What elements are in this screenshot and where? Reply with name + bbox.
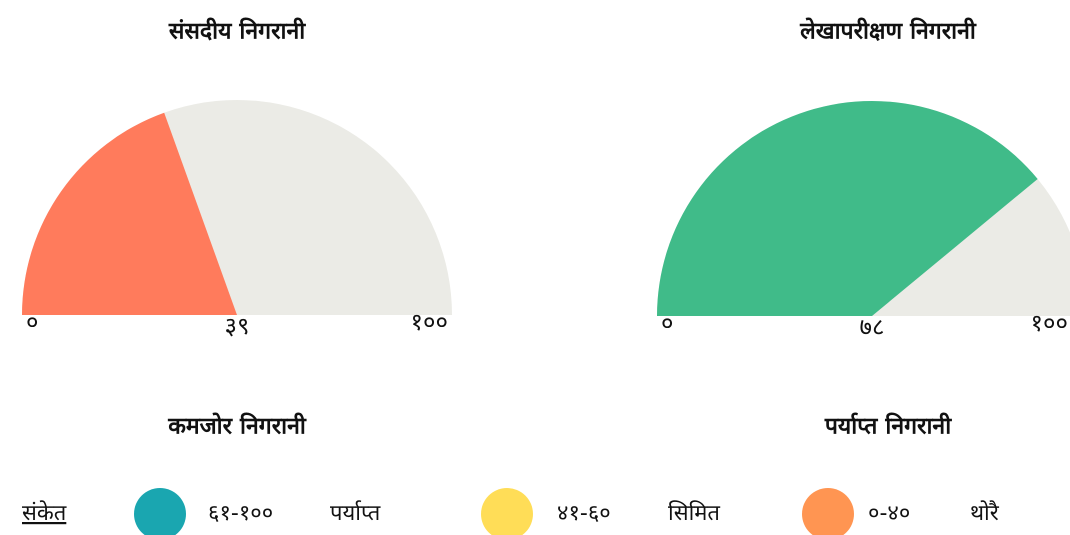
gauge-fill: [22, 112, 237, 315]
gauge-title: लेखापरीक्षण निगरानी: [799, 17, 977, 45]
legend-range: ०-४०: [868, 501, 910, 526]
gauge-status: पर्याप्त निगरानी: [824, 412, 952, 440]
legend-title: संकेत: [22, 500, 67, 526]
gauge-status: कमजोर निगरानी: [167, 412, 307, 440]
gauge-tick-label: १००: [1031, 309, 1068, 337]
gauge-fill: [657, 100, 1038, 316]
legend-swatch: [481, 488, 533, 535]
legend-name: सिमित: [668, 500, 720, 526]
gauge-value-label: ७८: [860, 313, 885, 341]
gauge-value-label: ३९: [225, 312, 250, 340]
legend-range: ४१-६०: [557, 501, 611, 526]
legend-name: पर्याप्त: [330, 500, 381, 526]
gauge-title: संसदीय निगरानी: [168, 17, 306, 45]
legend-name: थोरै: [970, 500, 1000, 526]
legend-swatch: [802, 488, 854, 535]
gauge-tick-label: ०: [661, 309, 673, 337]
legend-range: ६१-१००: [208, 501, 273, 526]
gauge-tick-label: १००: [411, 308, 448, 336]
legend-swatch: [134, 488, 186, 535]
gauge-tick-label: ०: [26, 308, 38, 336]
